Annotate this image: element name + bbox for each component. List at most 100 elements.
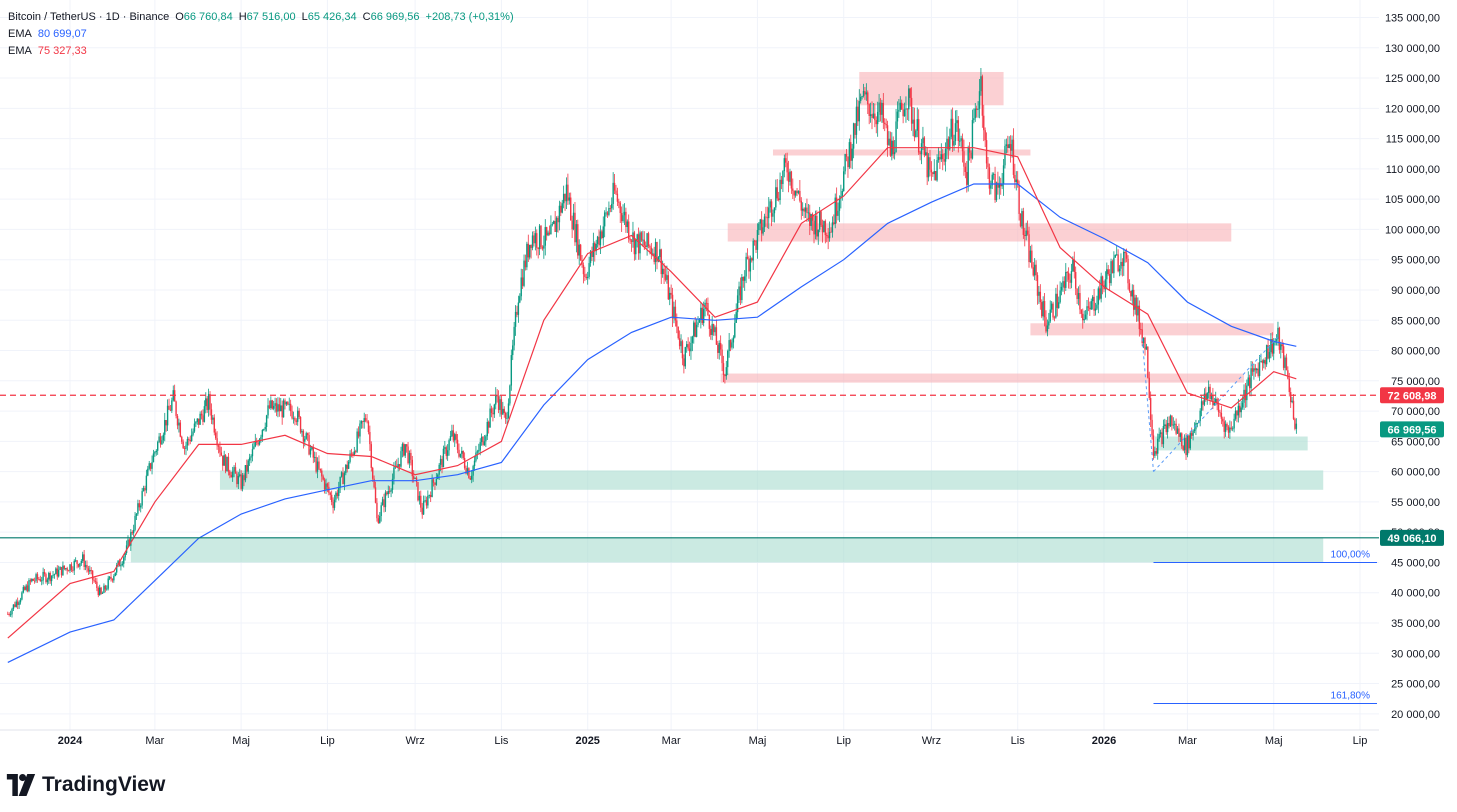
candle-body [678,338,681,347]
fib-level-label: 161,80% [1331,691,1371,702]
candle-body [396,465,398,467]
candle-body [86,565,88,569]
candle-body [384,492,387,508]
candle-body [159,436,162,445]
candle-body [333,499,336,508]
candle-body [205,398,207,407]
symbol-title[interactable]: Bitcoin / TetherUS · 1D · Binance [8,11,170,23]
candle-body [345,464,347,474]
candle-body [321,470,323,477]
candle-body [49,573,51,582]
candle-body [492,412,494,415]
candle-body [504,412,507,419]
candle-body [686,344,688,348]
candle-body [654,242,657,263]
candle-body [684,347,686,367]
candle-body [97,587,99,596]
candle-body [261,429,264,437]
candle-body [844,153,846,172]
zones [130,71,1324,563]
candle-body [683,358,685,367]
candle-body [548,232,551,235]
candle-body [1154,451,1156,456]
candle-body [1019,213,1022,227]
candle-body [697,322,699,325]
candle-body [1055,293,1057,318]
change-value: +208,73 (+0,31%) [425,11,514,23]
candle-body [910,97,913,124]
candle-body [1155,451,1158,454]
candle-body [869,114,872,116]
candle-body [21,592,23,600]
candle-body [338,487,340,496]
candle-body [305,433,307,439]
candle-body [1049,309,1051,322]
candle-body [937,157,940,161]
candle-body [677,326,679,339]
candle-body [968,147,971,153]
candle-body [1128,283,1131,291]
candle-body [625,211,627,228]
candle-body [1074,271,1077,289]
candle-body [1134,297,1136,310]
candle-body [449,436,452,441]
candle-body [1171,415,1173,426]
candle-body [1097,288,1100,305]
candle-body [867,92,869,105]
resistance-zone [727,223,1232,242]
tradingview-logo[interactable]: TradingView [6,773,165,797]
candle-body [1077,293,1080,299]
candle-body [547,232,549,236]
time-axis[interactable]: 2024 Mar Maj Lip Wrz Lis 2025 Mar Maj Lip Wrz Lis 20… [0,729,1379,747]
candle-body [497,396,500,410]
candle-body [435,479,438,485]
candle-body [291,411,293,419]
candle-body [461,450,463,454]
candle-body [748,258,750,272]
candle-body [401,443,404,452]
candle-body [124,552,126,558]
candle-body [9,614,12,616]
legend-ema-fast[interactable]: EMA 75 327,33 [8,43,514,60]
open-value: 66 760,84 [183,11,233,23]
candle-body [1087,306,1090,308]
candle-body [785,158,787,163]
candle-body [851,148,853,161]
resistance-zone [772,149,1031,156]
candle-body [848,142,851,168]
candle-body [1110,261,1112,284]
candle-body [1234,410,1237,419]
fib-level-label: 100,00% [1331,549,1371,560]
price-tick-label: 35 000,00 [1391,618,1440,630]
candle-body [738,286,740,296]
price-level-label: 66 969,56 [1388,424,1437,436]
candle-body [693,322,695,337]
candle-body [650,247,653,254]
candle-body [1008,144,1010,149]
candle-body [108,576,111,579]
candle-body [281,405,283,418]
candle-body [1124,251,1126,254]
candle-body [26,585,29,592]
price-axis[interactable]: 135 000,00 130 000,00 125 000,00 120 000,00… [1379,0,1457,807]
candle-body [1253,368,1255,372]
candle-body [751,258,753,261]
candle-body [388,490,391,492]
candle-body [755,240,757,250]
candle-body [520,277,522,297]
candle-body [568,197,571,201]
candle-body [570,197,572,221]
candle-body [63,565,66,569]
support-zone [130,537,1324,563]
candle-body [503,408,505,413]
candle-body [1031,250,1033,268]
candle-body [1002,165,1005,185]
candle-body [1056,293,1059,308]
candle-body [118,560,121,567]
legend-ema-slow[interactable]: EMA 80 699,07 [8,26,514,43]
candle-body [96,581,98,588]
candle-body [454,434,456,441]
candle-body [591,251,593,257]
